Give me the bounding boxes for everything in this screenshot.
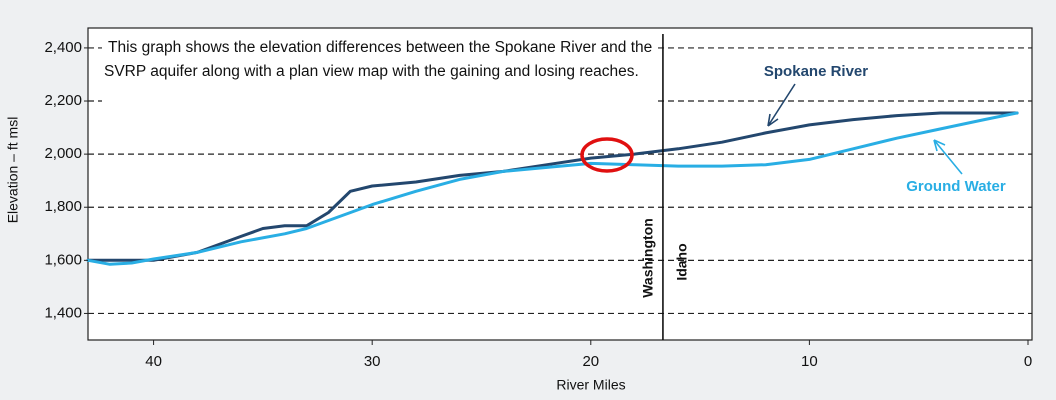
x-axis-label: River Miles (556, 377, 625, 393)
annotation: This graph shows the elevation differenc… (104, 39, 653, 80)
annotation-wrap: This graph shows the elevation differenc… (104, 39, 653, 80)
x-tick-label: 30 (364, 353, 381, 370)
annotation-box (102, 34, 658, 120)
y-tick-label: 1,800 (44, 198, 82, 215)
arrow (933, 139, 963, 175)
x-tick-label: 20 (582, 353, 599, 370)
x-tick-label: 0 (1024, 353, 1032, 370)
y-tick-label: 1,400 (44, 304, 82, 321)
y-tick-label: 2,200 (44, 92, 82, 109)
highlight-circle (580, 137, 634, 173)
x-tick-label: 40 (145, 353, 162, 370)
y-tick-label: 2,000 (44, 145, 82, 162)
series-label: Spokane River (764, 63, 868, 80)
y-axis-label: Elevation – ft msl (5, 117, 21, 224)
state-label: Idaho (674, 243, 690, 280)
series-line (86, 111, 1019, 266)
state-label: Washington (640, 218, 656, 298)
y-tick-label: 2,400 (44, 39, 82, 56)
x-tick-label: 10 (801, 353, 818, 370)
series-label: Ground Water (906, 178, 1006, 195)
arrow (767, 83, 796, 127)
y-tick-label: 1,600 (44, 251, 82, 268)
lines (86, 111, 1019, 266)
